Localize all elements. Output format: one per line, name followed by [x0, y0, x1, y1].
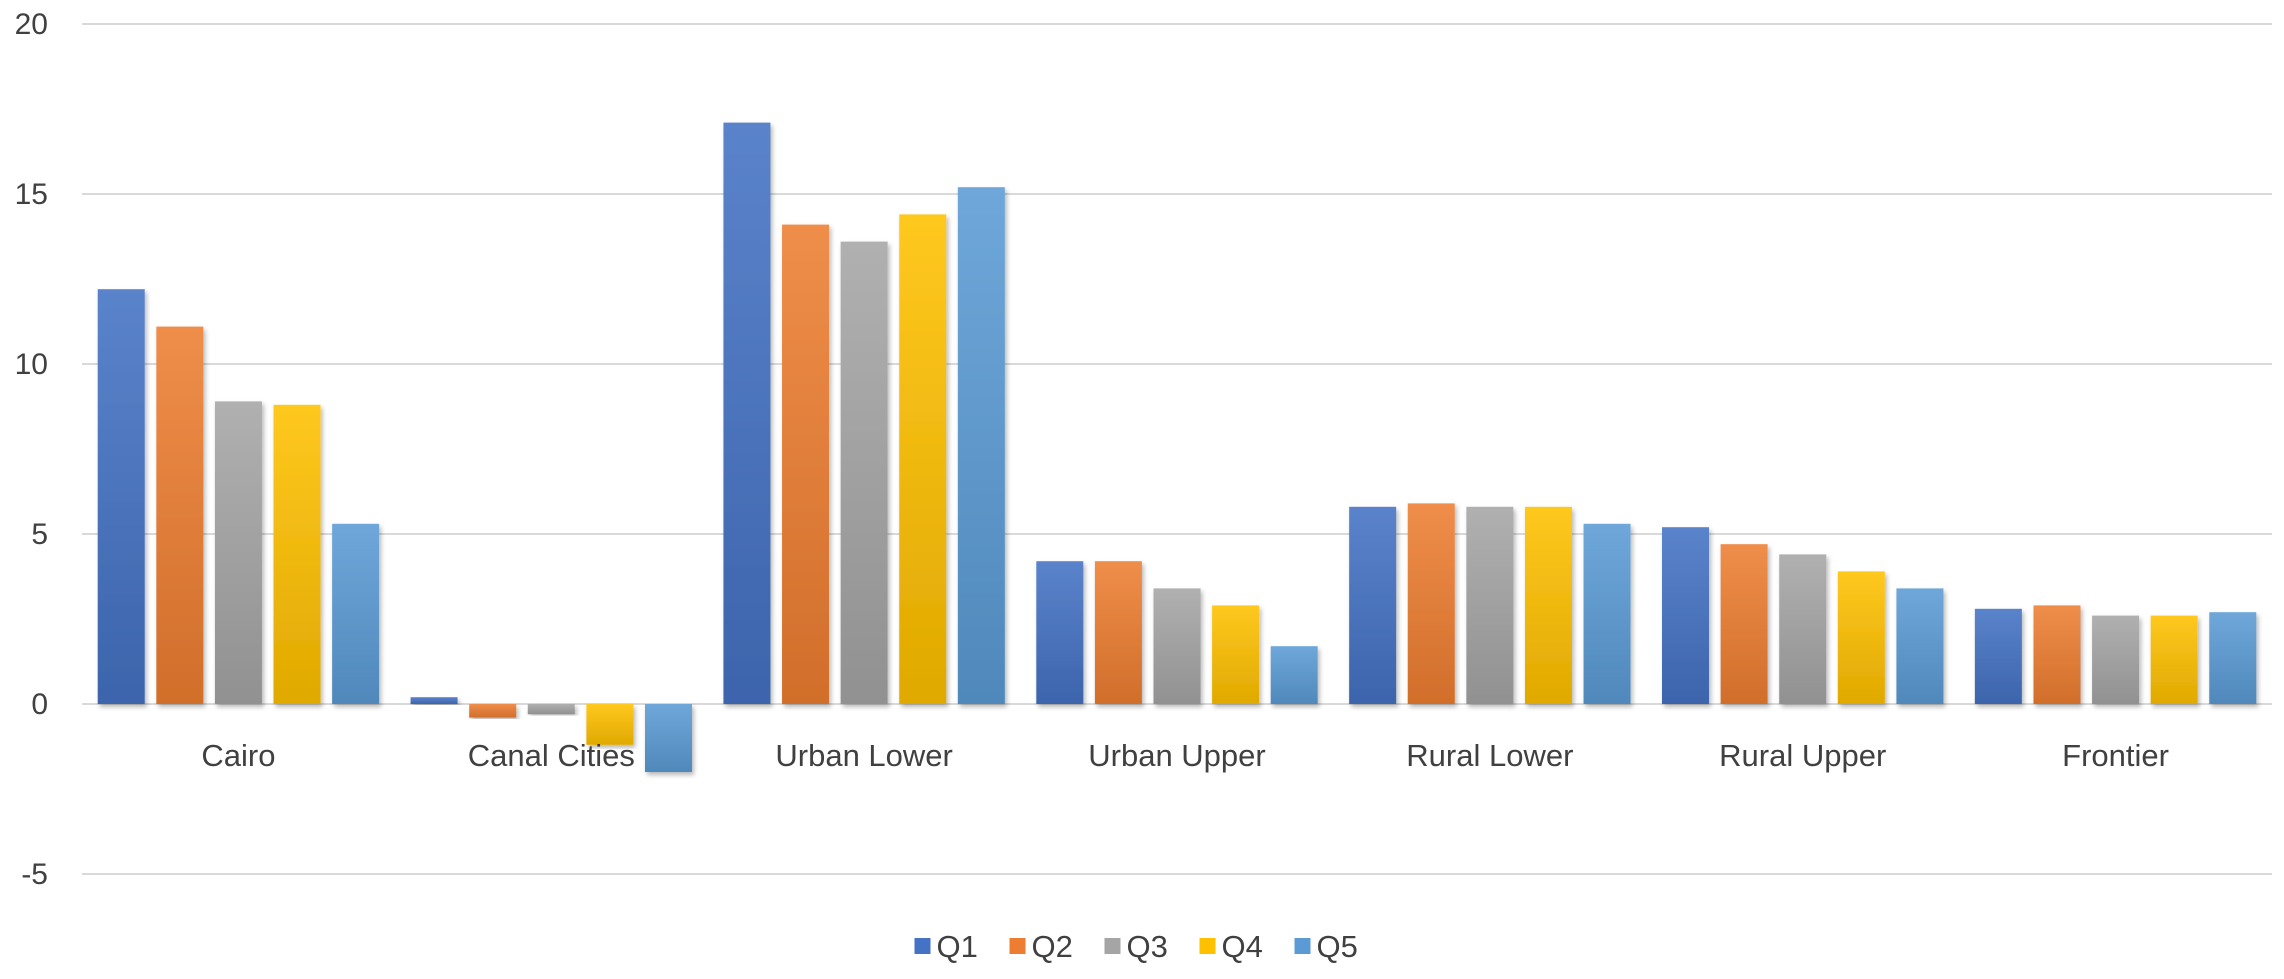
bar-q2-rural-upper [1720, 544, 1768, 704]
bar-q3-urban-upper [1153, 588, 1201, 704]
bar-q5-canal-cities [644, 704, 692, 772]
bar-q5-rural-upper [1896, 588, 1944, 704]
bar-q4-rural-upper [1837, 571, 1885, 704]
y-tick-label: 15 [15, 178, 48, 211]
legend-label: Q3 [1127, 929, 1168, 964]
x-category-label: Cairo [201, 738, 275, 773]
y-tick-label: 5 [31, 518, 48, 551]
bar-q5-frontier [2209, 612, 2257, 704]
legend: Q1 Q2 Q3 Q4 Q5 [914, 929, 1358, 964]
bar-q1-rural-upper [1662, 527, 1710, 704]
y-tick-label: 0 [31, 688, 48, 721]
x-category-label: Urban Upper [1088, 738, 1265, 773]
bar-q3-rural-lower [1466, 506, 1514, 704]
bar-q2-frontier [2033, 605, 2081, 704]
bar-q1-cairo [97, 289, 145, 704]
bar-q5-urban-upper [1270, 646, 1318, 704]
bar-q4-urban-upper [1212, 605, 1260, 704]
y-axis-tick-labels: -5 0 5 10 15 20 [15, 8, 48, 891]
bar-q2-canal-cities [469, 704, 517, 718]
bar-q2-urban-upper [1094, 561, 1142, 704]
legend-swatch [914, 938, 931, 954]
bar-q1-rural-lower [1349, 506, 1397, 704]
bar-q2-cairo [156, 326, 204, 704]
bar-q3-urban-lower [840, 241, 888, 704]
bar-q3-frontier [2092, 615, 2140, 704]
bar-q1-canal-cities [410, 697, 458, 704]
bars [97, 122, 2257, 772]
bar-q4-rural-lower [1524, 506, 1572, 704]
legend-swatch [1104, 938, 1121, 954]
y-tick-label: 10 [15, 348, 48, 381]
legend-label: Q5 [1317, 929, 1358, 964]
y-tick-label: -5 [21, 858, 48, 891]
bar-q5-cairo [332, 523, 380, 704]
legend-swatch [1199, 938, 1216, 954]
x-axis-category-labels: Cairo Canal Cities Urban Lower Urban Upper R… [201, 738, 2169, 773]
legend-swatch [1009, 938, 1026, 954]
legend-item-q2: Q2 [1009, 929, 1073, 964]
legend-swatch [1294, 938, 1311, 954]
bar-q5-rural-lower [1583, 523, 1631, 704]
x-category-label: Frontier [2062, 738, 2169, 773]
bar-q5-urban-lower [957, 187, 1005, 704]
bar-q2-rural-lower [1407, 503, 1455, 704]
legend-label: Q1 [937, 929, 978, 964]
legend-item-q1: Q1 [914, 929, 978, 964]
bar-q4-cairo [273, 404, 321, 704]
x-category-label: Canal Cities [468, 738, 635, 773]
bar-q3-canal-cities [527, 704, 575, 715]
x-category-label: Rural Upper [1719, 738, 1886, 773]
legend-label: Q2 [1032, 929, 1073, 964]
bar-q1-frontier [1974, 608, 2022, 704]
x-category-label: Urban Lower [775, 738, 952, 773]
bar-q4-frontier [2150, 615, 2198, 704]
bar-q4-urban-lower [899, 214, 947, 704]
bar-q1-urban-upper [1036, 561, 1084, 704]
legend-item-q5: Q5 [1294, 929, 1358, 964]
bar-q3-rural-upper [1779, 554, 1827, 704]
legend-item-q3: Q3 [1104, 929, 1168, 964]
bar-q2-urban-lower [782, 224, 830, 704]
bar-q1-urban-lower [723, 122, 771, 705]
legend-item-q4: Q4 [1199, 929, 1263, 964]
x-category-label: Rural Lower [1406, 738, 1573, 773]
legend-label: Q4 [1222, 929, 1263, 964]
bar-q4-canal-cities [586, 704, 634, 745]
bar-q3-cairo [214, 401, 262, 704]
y-tick-label: 20 [15, 8, 48, 41]
